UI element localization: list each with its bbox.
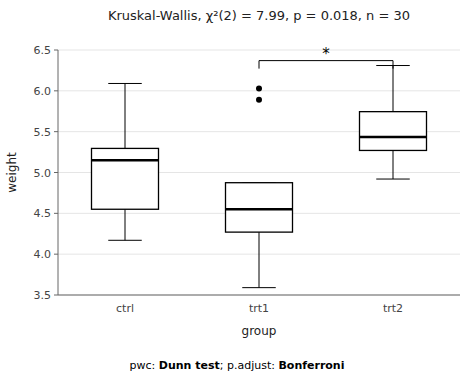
footnote-part: pwc: (130, 359, 159, 372)
tick-mark (54, 213, 58, 214)
footnote-part: Dunn test (159, 359, 220, 372)
whisker-cap (376, 179, 410, 180)
box (360, 112, 427, 151)
tick-label: 4.5 (34, 207, 52, 220)
tick-label: ctrl (116, 302, 134, 315)
footnote-part: ; p.adjust: (220, 359, 279, 372)
tick-label: 6.0 (34, 85, 52, 98)
marks (92, 66, 427, 288)
tick-mark (54, 254, 58, 255)
x-axis-label: group (242, 324, 277, 338)
box-group (226, 85, 293, 287)
tick-mark (54, 131, 58, 132)
whisker-cap (108, 83, 142, 84)
lower-whisker (393, 150, 394, 179)
tick-mark (54, 172, 58, 173)
median (92, 159, 159, 162)
median (226, 208, 293, 211)
box (92, 148, 159, 209)
tick-mark (54, 50, 58, 51)
flier (256, 97, 262, 103)
whisker-cap (108, 240, 142, 241)
chart: Kruskal-Wallis, χ²(2) = 7.99, p = 0.018,… (0, 0, 474, 379)
tick-label: 5.0 (34, 167, 52, 180)
tick-label: trt2 (383, 302, 403, 315)
footnote: pwc: Dunn test; p.adjust: Bonferroni (130, 359, 345, 372)
lower-whisker (125, 209, 126, 240)
title: Kruskal-Wallis, χ²(2) = 7.99, p = 0.018,… (108, 8, 410, 23)
flier (256, 85, 262, 91)
box-group (92, 83, 159, 240)
tick-label: 5.5 (34, 126, 52, 139)
tick-mark (54, 295, 58, 296)
footnote-part: Bonferroni (278, 359, 344, 372)
x-axis-line (58, 295, 460, 296)
annotation: * (322, 45, 330, 63)
median (360, 136, 427, 139)
lower-whisker (259, 232, 260, 288)
axes: 3.5 4.0 4.5 5.0 5.5 6.0 6.5 ctrl trt1 trt2 (34, 44, 461, 315)
y-axis-line (58, 50, 59, 295)
tick-mark (54, 90, 58, 91)
y-axis-label: weight (5, 152, 19, 193)
upper-whisker (393, 66, 394, 112)
tick-label: 3.5 (34, 289, 52, 302)
tick-label: trt1 (249, 302, 269, 315)
upper-whisker (125, 83, 126, 148)
box (226, 183, 293, 232)
grid-line (58, 50, 460, 51)
grid-line (58, 295, 460, 296)
tick-label: 6.5 (34, 44, 52, 57)
whisker-cap (242, 287, 276, 288)
box-group (360, 66, 427, 180)
tick-label: 4.0 (34, 248, 52, 261)
